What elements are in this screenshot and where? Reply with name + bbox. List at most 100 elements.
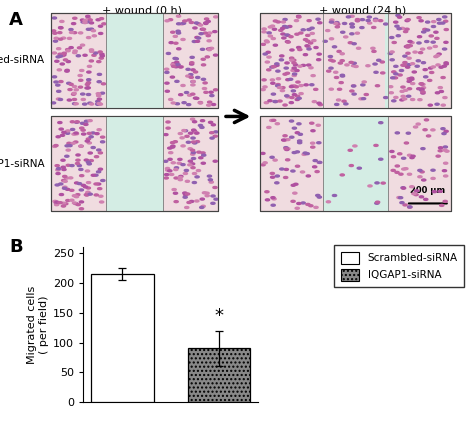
Circle shape: [186, 68, 190, 70]
Circle shape: [197, 151, 201, 153]
Circle shape: [307, 20, 311, 22]
Circle shape: [317, 142, 321, 144]
Circle shape: [431, 129, 435, 131]
Circle shape: [301, 171, 305, 173]
Circle shape: [66, 50, 70, 52]
Circle shape: [197, 37, 201, 39]
Circle shape: [201, 120, 205, 122]
Circle shape: [415, 65, 419, 67]
Circle shape: [172, 65, 176, 68]
Circle shape: [210, 95, 214, 97]
Circle shape: [419, 20, 423, 22]
Circle shape: [73, 86, 76, 87]
Circle shape: [291, 170, 295, 172]
Circle shape: [404, 46, 409, 48]
Circle shape: [191, 157, 196, 160]
Circle shape: [85, 140, 90, 142]
Circle shape: [64, 59, 68, 61]
Circle shape: [289, 78, 293, 80]
Circle shape: [356, 18, 360, 21]
Circle shape: [169, 98, 173, 101]
Circle shape: [56, 168, 61, 169]
Circle shape: [440, 204, 444, 206]
Circle shape: [316, 194, 320, 197]
Circle shape: [65, 69, 69, 71]
Circle shape: [310, 146, 315, 148]
Circle shape: [84, 159, 89, 161]
Circle shape: [418, 176, 422, 178]
Circle shape: [100, 53, 104, 55]
Circle shape: [301, 29, 305, 31]
Circle shape: [209, 181, 213, 183]
Circle shape: [441, 128, 445, 130]
Circle shape: [375, 201, 380, 203]
Circle shape: [85, 194, 89, 196]
Circle shape: [410, 157, 414, 159]
Circle shape: [79, 201, 83, 203]
Circle shape: [444, 162, 448, 164]
Circle shape: [86, 28, 91, 30]
Circle shape: [285, 40, 290, 43]
Circle shape: [199, 24, 203, 26]
Circle shape: [419, 196, 424, 198]
Circle shape: [352, 43, 356, 45]
Circle shape: [406, 66, 410, 68]
Circle shape: [200, 198, 204, 200]
Circle shape: [265, 61, 269, 63]
Circle shape: [292, 152, 296, 154]
Circle shape: [203, 32, 207, 34]
Circle shape: [213, 187, 217, 188]
Circle shape: [392, 71, 396, 73]
Circle shape: [311, 75, 315, 77]
Circle shape: [97, 61, 101, 63]
Circle shape: [395, 132, 400, 134]
Circle shape: [264, 102, 268, 104]
Circle shape: [326, 30, 330, 31]
Circle shape: [188, 148, 192, 150]
Circle shape: [80, 127, 84, 129]
Circle shape: [87, 132, 91, 134]
Circle shape: [273, 101, 277, 103]
Circle shape: [59, 80, 63, 83]
Circle shape: [292, 59, 296, 61]
Circle shape: [178, 179, 182, 181]
Circle shape: [432, 21, 436, 23]
Circle shape: [275, 175, 279, 177]
Circle shape: [273, 20, 277, 22]
Circle shape: [188, 164, 192, 166]
Circle shape: [182, 20, 187, 22]
Circle shape: [72, 92, 76, 94]
Circle shape: [402, 98, 407, 100]
Circle shape: [200, 206, 204, 209]
Circle shape: [168, 158, 172, 160]
Circle shape: [181, 39, 185, 40]
Circle shape: [400, 202, 404, 204]
Circle shape: [65, 155, 69, 157]
Circle shape: [87, 79, 91, 81]
Circle shape: [290, 59, 294, 61]
Circle shape: [438, 86, 442, 89]
Circle shape: [70, 121, 74, 123]
Circle shape: [195, 40, 200, 42]
Circle shape: [317, 161, 321, 163]
Circle shape: [267, 126, 271, 129]
Circle shape: [326, 201, 330, 203]
Circle shape: [210, 137, 214, 139]
Circle shape: [265, 199, 270, 201]
Circle shape: [80, 175, 84, 177]
Circle shape: [388, 52, 392, 55]
Circle shape: [99, 195, 103, 197]
Circle shape: [397, 197, 401, 199]
Circle shape: [213, 89, 218, 91]
Circle shape: [83, 54, 87, 56]
Circle shape: [186, 75, 190, 77]
Circle shape: [282, 139, 286, 141]
Circle shape: [427, 135, 431, 137]
Circle shape: [65, 49, 70, 51]
Circle shape: [286, 79, 290, 81]
Circle shape: [164, 134, 168, 135]
Circle shape: [431, 178, 435, 179]
Circle shape: [81, 98, 85, 101]
Circle shape: [165, 169, 170, 171]
Circle shape: [389, 92, 393, 94]
